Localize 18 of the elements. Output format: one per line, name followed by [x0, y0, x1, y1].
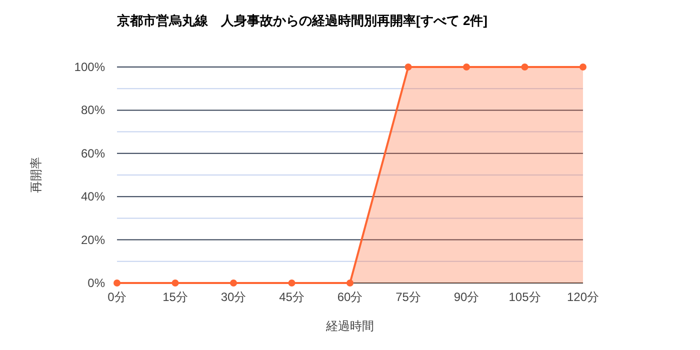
y-tick-label: 0%: [88, 276, 106, 290]
x-tick-label: 15分: [162, 290, 188, 304]
chart-title: 京都市営烏丸線 人身事故からの経過時間別再開率[すべて 2件]: [116, 13, 488, 28]
x-tick-label: 0分: [108, 290, 126, 304]
x-tick-label: 120分: [566, 290, 600, 304]
x-tick-label: 30分: [220, 290, 246, 304]
x-tick-label: 105分: [508, 290, 541, 304]
y-axis-title: 再開率: [29, 157, 43, 193]
x-tick-label: 90分: [454, 290, 480, 304]
y-tick-label: 40%: [80, 190, 106, 204]
y-tick-label: 60%: [80, 146, 106, 160]
y-tick-label: 100%: [74, 60, 106, 74]
x-tick-label: 60分: [337, 290, 363, 304]
y-tick-label: 80%: [80, 103, 106, 118]
x-tick-label: 45分: [279, 290, 304, 304]
y-tick-label: 20%: [80, 232, 106, 247]
x-axis-title: 経過時間: [325, 319, 374, 333]
x-tick-label: 75分: [396, 290, 421, 304]
